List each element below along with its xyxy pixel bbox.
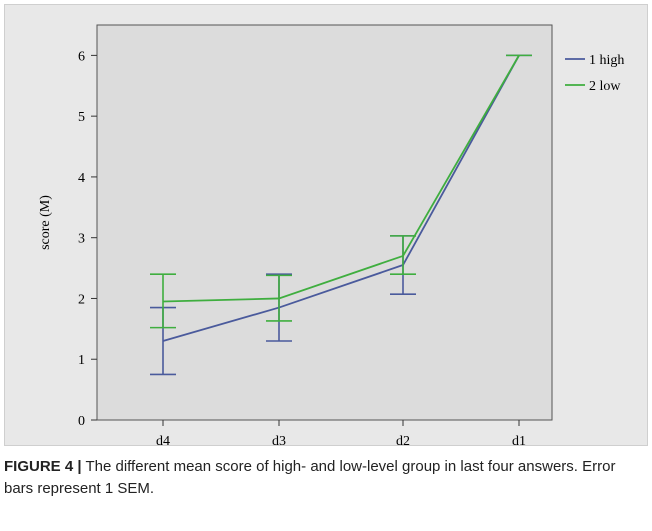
figure-panel: 0 1 2 3 4 5 6 d4 d3 d2 d1 score (M) 1 high 2 low — [4, 4, 648, 447]
y-tick-label: 5 — [78, 110, 85, 125]
chart: 0 1 2 3 4 5 6 d4 d3 d2 d1 score (M) 1 high 2 low — [38, 24, 624, 447]
error-bar — [266, 274, 292, 322]
caption-separator: | — [77, 458, 82, 475]
y-tick-label: 6 — [78, 49, 85, 64]
error-bar — [390, 235, 416, 275]
legend-label: 2 low — [589, 79, 621, 94]
legend-item-2: 2 low — [565, 79, 621, 94]
legend-item-1: 1 high — [565, 53, 624, 68]
series-line — [162, 54, 520, 342]
y-tick-label: 1 — [78, 353, 85, 368]
caption-text: The different mean score of high- and lo… — [4, 458, 616, 497]
y-tick-label: 0 — [78, 414, 85, 429]
error-bar — [150, 273, 176, 329]
x-tick-label: d3 — [272, 434, 286, 447]
y-tick-label: 2 — [78, 292, 85, 307]
plot-area — [96, 24, 553, 421]
y-axis-label: score (M) — [38, 195, 53, 250]
y-tick-label: 3 — [78, 232, 85, 247]
x-tick-label: d4 — [156, 434, 170, 447]
y-tick-label: 4 — [78, 171, 85, 186]
figure-caption: FIGURE 4 | The different mean score of h… — [4, 456, 648, 500]
caption-figure-label: FIGURE 4 — [4, 458, 74, 475]
x-tick-label: d2 — [396, 434, 410, 447]
legend-label: 1 high — [589, 53, 624, 68]
x-tick-label: d1 — [512, 434, 526, 447]
series-line — [162, 54, 520, 303]
series-2 — [150, 54, 532, 329]
